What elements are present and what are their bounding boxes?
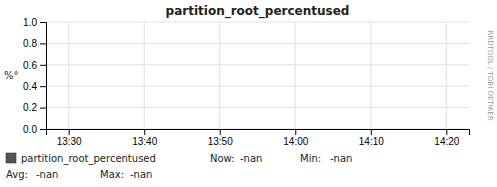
- tick-mark: [295, 129, 296, 135]
- tick: 1.0: [23, 17, 46, 28]
- tick-mark: [144, 129, 145, 135]
- legend-label: partition_root_percentused: [21, 153, 156, 165]
- x-axis: 13:30 13:40 13:50 14:00 14:10 14:20: [47, 129, 470, 147]
- plot-area: 13:3013:4013:5014:0014:1014:200.00.20.40…: [23, 17, 469, 147]
- axis-line: [47, 130, 470, 136]
- tick-label: 14:00: [283, 136, 308, 147]
- annotation: Now:: [210, 153, 235, 164]
- grid-line: [46, 86, 469, 87]
- tick: 0.0: [23, 124, 46, 135]
- tick-mark: [40, 129, 46, 130]
- tick-mark: [40, 43, 46, 44]
- tick-label: 0.0: [23, 124, 37, 135]
- annotation: -nan: [330, 153, 352, 164]
- tick: 14:20: [434, 129, 459, 147]
- grid-line: [46, 43, 469, 44]
- tick-mark: [40, 22, 46, 23]
- tick-label: 13:40: [132, 136, 157, 147]
- grid-line: [370, 22, 371, 129]
- chart: 13:3013:4013:5014:0014:1014:200.00.20.40…: [0, 0, 497, 187]
- annotation: Avg:: [6, 169, 28, 180]
- tick: 0.2: [23, 102, 46, 113]
- tick-label: 13:50: [208, 136, 233, 147]
- grid-line: [295, 22, 296, 129]
- tick-label: 14:20: [434, 136, 459, 147]
- tick-mark: [371, 129, 372, 135]
- tick-mark: [446, 129, 447, 135]
- axis-line: [40, 23, 47, 130]
- grid-line: [144, 22, 145, 129]
- legend-swatch: [6, 153, 16, 163]
- tick: 14:10: [359, 129, 384, 147]
- grid-line: [46, 107, 469, 108]
- tick-label: 0.4: [23, 81, 37, 92]
- tick-mark: [69, 129, 70, 135]
- tick-mark: [40, 108, 46, 109]
- grid-line: [68, 22, 69, 129]
- annotation: Min:: [300, 153, 321, 164]
- tick-mark: [40, 86, 46, 87]
- tick: 13:40: [132, 129, 157, 147]
- grid-line: [219, 22, 220, 129]
- tick-mark: [40, 65, 46, 66]
- grid: [46, 22, 469, 129]
- tick-label: 13:30: [57, 136, 82, 147]
- grid-line: [46, 22, 469, 23]
- y-axis: 0.0 0.2 0.4 0.6 0.8 1.0: [23, 17, 46, 135]
- watermark: RRDTOOL / TOBI OETIKER: [486, 30, 494, 120]
- tick: 0.8: [23, 38, 46, 49]
- tick-label: 0.6: [23, 60, 37, 71]
- tick: 13:50: [208, 129, 233, 147]
- tick-mark: [220, 129, 221, 135]
- grid-line: [446, 22, 447, 129]
- tick-label: 14:10: [359, 136, 384, 147]
- legend: partition_root_percentused: [6, 153, 156, 165]
- grid-line: [46, 64, 469, 65]
- annotation: -nan: [240, 153, 262, 164]
- tick-label: 0.8: [23, 38, 37, 49]
- tick: 0.6: [23, 60, 46, 71]
- annotation: -nan: [130, 169, 152, 180]
- title: partition_root_percentused: [166, 4, 350, 19]
- annotation: Max:: [100, 169, 124, 180]
- tick: 13:30: [57, 129, 82, 147]
- tick: 14:00: [283, 129, 308, 147]
- tick-label: 1.0: [23, 17, 37, 28]
- annotation: -nan: [36, 169, 58, 180]
- tick: 0.4: [23, 81, 46, 92]
- tick-label: 0.2: [23, 102, 37, 113]
- axis-title: %°: [4, 70, 19, 81]
